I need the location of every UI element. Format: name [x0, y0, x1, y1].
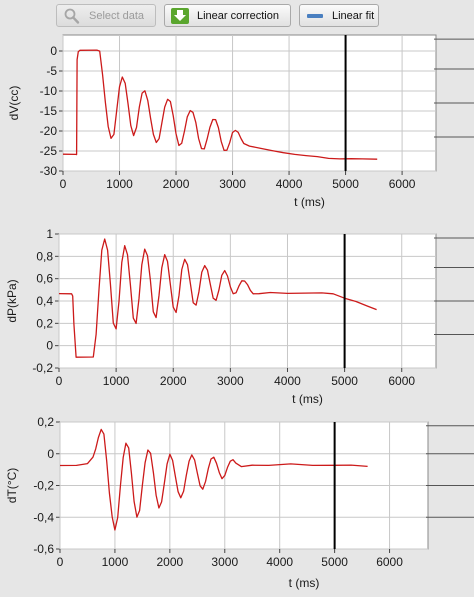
y-tick-label: 0 — [46, 339, 53, 353]
volume-chart-svg: 0-5-10-15-20-25-300 1000 2000 3000 4000 5000 6… — [7, 34, 474, 209]
data-series-line — [58, 238, 377, 358]
y-tick-label: -0,2 — [32, 361, 53, 375]
x-tick-label: 2000 — [156, 555, 183, 569]
x-tick-label: 6000 — [389, 177, 416, 191]
x-tick-label: 1000 — [102, 555, 129, 569]
y-tick-label: 0,2 — [37, 415, 54, 429]
linear-fit-label: Linear fit — [332, 9, 375, 22]
pressure-chart-svg: 10,80,60,40,20-0,20 1000 2000 3000 4000 5000 6… — [5, 227, 474, 406]
y-axis-label: dT(°C) — [5, 468, 19, 503]
y-tick-label: -5 — [46, 64, 57, 78]
download-arrow-icon — [169, 7, 191, 25]
magnifier-icon — [61, 7, 83, 25]
y-tick-label: 0 — [50, 44, 57, 58]
y-tick-label: 0,6 — [36, 272, 53, 286]
x-tick-label: 3000 — [219, 177, 246, 191]
line-icon — [304, 7, 326, 25]
pressure-chart: 1 0,8 0,6 0,4 0,2 0 -0,2 0 1000 2000 3000 4000 5000 6… — [0, 222, 474, 412]
y-axis-label: dP(kPa) — [5, 279, 19, 322]
data-series-line — [59, 428, 368, 531]
x-tick-label: 6000 — [376, 555, 403, 569]
x-tick-label: 1000 — [106, 177, 133, 191]
x-tick-label: 5000 — [331, 374, 358, 388]
linear-fit-button[interactable]: Linear fit — [299, 4, 379, 27]
y-axis-label: dV(cc) — [7, 86, 21, 121]
x-tick-label: 2000 — [163, 177, 190, 191]
temperature-chart: 0,2 0 -0,2 -0,4 -0,6 0 1000 2000 3000 4000 5000 600… — [0, 410, 474, 597]
y-tick-label: 1 — [46, 227, 53, 241]
data-series-line — [62, 49, 378, 160]
y-tick-label: -0,6 — [33, 542, 54, 556]
x-tick-label: 0 — [57, 555, 64, 569]
plot-area — [62, 34, 437, 172]
volume-chart: 0 -5 -10 -15 -20 -25 -30 0 1000 2000 3000 4000 5000 6… — [0, 30, 474, 218]
x-tick-label: 0 — [56, 374, 63, 388]
y-tick-label: 0,8 — [36, 249, 53, 263]
x-tick-label: 5000 — [321, 555, 348, 569]
temperature-chart-svg: 0,20-0,2-0,4-0,60 1000 2000 3000 4000 5000 600… — [5, 415, 474, 590]
x-tick-label: 1000 — [103, 374, 130, 388]
x-tick-label: 0 — [60, 177, 67, 191]
x-tick-label: 3000 — [211, 555, 238, 569]
y-tick-label: -0,4 — [33, 510, 54, 524]
y-tick-label: 0,2 — [36, 316, 53, 330]
y-tick-label: 0,4 — [36, 294, 53, 308]
x-tick-label: 2000 — [160, 374, 187, 388]
y-tick-label: -0,2 — [33, 479, 54, 493]
y-tick-label: -25 — [40, 144, 58, 158]
y-tick-label: -30 — [40, 164, 58, 178]
x-axis-label: t (ms) — [292, 392, 323, 406]
linear-correction-label: Linear correction — [197, 9, 279, 22]
x-tick-label: 4000 — [276, 177, 303, 191]
toolbar: Select data Linear correction Linear fit — [0, 0, 474, 32]
x-axis-label: t (ms) — [294, 195, 325, 209]
y-tick-label: -15 — [40, 104, 58, 118]
select-data-button[interactable]: Select data — [56, 4, 156, 27]
y-tick-label: 0 — [47, 447, 54, 461]
x-axis-label: t (ms) — [289, 576, 320, 590]
y-tick-label: -10 — [40, 84, 58, 98]
select-data-label: Select data — [89, 9, 145, 22]
x-tick-label: 4000 — [266, 555, 293, 569]
y-tick-label: -20 — [40, 124, 58, 138]
linear-correction-button[interactable]: Linear correction — [164, 4, 291, 27]
x-tick-label: 4000 — [274, 374, 301, 388]
x-tick-label: 5000 — [332, 177, 359, 191]
x-tick-label: 3000 — [217, 374, 244, 388]
x-tick-label: 6000 — [388, 374, 415, 388]
